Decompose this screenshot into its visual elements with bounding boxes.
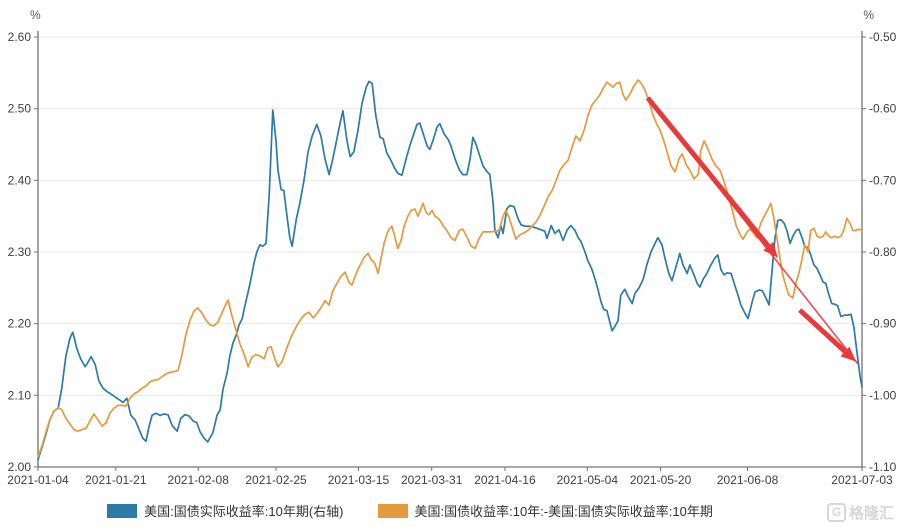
legend-item-breakeven: 美国:国债收益率:10年:-美国:国债实际收益率:10年期 — [377, 501, 713, 520]
watermark-text: 格隆汇 — [848, 505, 894, 522]
legend: 美国:国债实际收益率:10年期(右轴) 美国:国债收益率:10年:-美国:国债实… — [0, 501, 820, 520]
legend-label-breakeven: 美国:国债收益率:10年:-美国:国债实际收益率:10年期 — [414, 504, 713, 519]
svg-text:-0.90: -0.90 — [869, 317, 897, 331]
svg-text:2021-04-16: 2021-04-16 — [474, 473, 536, 487]
svg-text:2021-02-08: 2021-02-08 — [168, 473, 230, 487]
svg-text:2.40: 2.40 — [8, 173, 32, 187]
legend-label-real-yield: 美国:国债实际收益率:10年期(右轴) — [144, 504, 344, 519]
svg-text:2021-05-20: 2021-05-20 — [630, 473, 692, 487]
legend-item-real-yield: 美国:国债实际收益率:10年期(右轴) — [107, 501, 344, 520]
legend-swatch-blue — [107, 503, 138, 518]
svg-text:2021-03-31: 2021-03-31 — [401, 473, 463, 487]
svg-text:2.20: 2.20 — [8, 317, 32, 331]
chart-canvas: 2.60 2.50 2.40 2.30 2.20 2.10 2.00 -0.50 -0.60 -0… — [7, 30, 897, 487]
right-axis-unit-label: % — [863, 8, 874, 22]
svg-text:-0.70: -0.70 — [869, 173, 897, 187]
svg-text:2021-06-08: 2021-06-08 — [717, 473, 779, 487]
svg-text:2021-03-15: 2021-03-15 — [328, 473, 390, 487]
legend-swatch-orange — [377, 503, 408, 518]
svg-text:-1.10: -1.10 — [869, 460, 897, 474]
svg-text:-0.80: -0.80 — [869, 245, 897, 259]
left-axis-unit-label: % — [30, 8, 41, 22]
svg-text:2021-02-25: 2021-02-25 — [245, 473, 307, 487]
svg-text:-0.50: -0.50 — [869, 30, 897, 44]
svg-text:2.30: 2.30 — [8, 245, 32, 259]
svg-text:-0.60: -0.60 — [869, 102, 897, 116]
svg-text:2021-01-04: 2021-01-04 — [7, 473, 69, 487]
svg-text:2.00: 2.00 — [8, 460, 32, 474]
svg-text:2021-01-21: 2021-01-21 — [85, 473, 147, 487]
svg-text:2.60: 2.60 — [8, 30, 32, 44]
svg-text:-1.00: -1.00 — [869, 388, 897, 402]
svg-text:2021-07-03: 2021-07-03 — [831, 473, 893, 487]
svg-text:2.10: 2.10 — [8, 388, 32, 402]
svg-text:2021-05-04: 2021-05-04 — [557, 473, 619, 487]
watermark: G 格隆汇 — [826, 502, 894, 523]
gelonghui-logo-icon: G — [826, 503, 846, 522]
svg-text:2.50: 2.50 — [8, 102, 32, 116]
